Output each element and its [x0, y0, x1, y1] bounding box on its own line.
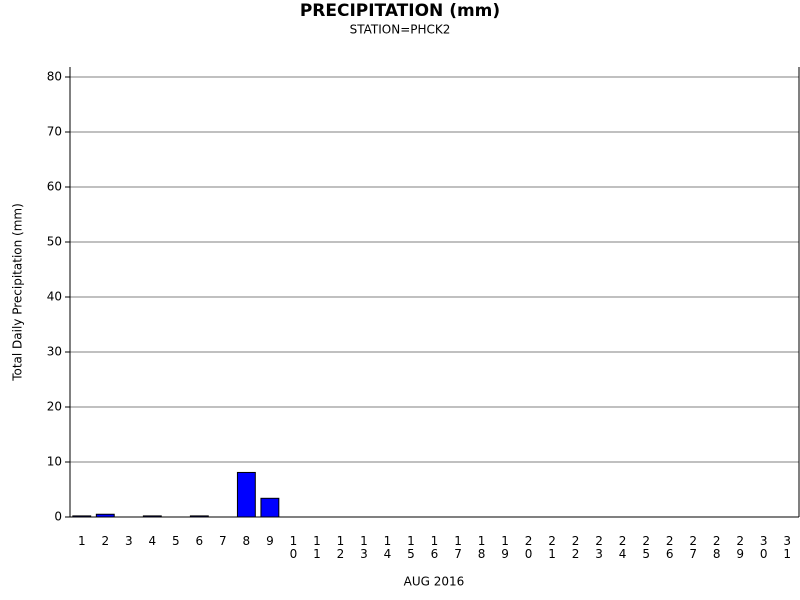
y-tick-label: 60 [47, 180, 62, 194]
x-tick-label: 1 [78, 534, 86, 548]
y-tick-label: 80 [47, 70, 62, 84]
x-tick-label: 9 [266, 534, 274, 548]
y-axis-label: Total Daily Precipitation (mm) [11, 203, 25, 382]
y-tick-label: 10 [47, 455, 62, 469]
x-tick-label: 5 [172, 534, 180, 548]
bar [72, 515, 92, 518]
chart-subtitle: STATION=PHCK2 [350, 23, 451, 37]
y-tick-label: 50 [47, 235, 62, 249]
x-tick-label: 2 [101, 534, 109, 548]
bar [95, 513, 115, 518]
x-axis-label: AUG 2016 [404, 575, 465, 589]
x-tick-label: 6 [196, 534, 204, 548]
chart-title: PRECIPITATION (mm) [300, 1, 500, 21]
y-tick-label: 70 [47, 125, 62, 139]
y-tick-label: 20 [47, 400, 62, 414]
bar [142, 515, 162, 518]
bar [236, 471, 256, 518]
x-tick-label: 3 [125, 534, 133, 548]
bar [260, 497, 280, 518]
x-tick-label: 7 [219, 534, 227, 548]
bar [189, 515, 209, 518]
y-tick-label: 40 [47, 290, 62, 304]
y-tick-label: 30 [47, 345, 62, 359]
x-tick-label: 4 [148, 534, 156, 548]
y-tick-label: 0 [54, 510, 62, 524]
x-tick-label: 8 [243, 534, 251, 548]
